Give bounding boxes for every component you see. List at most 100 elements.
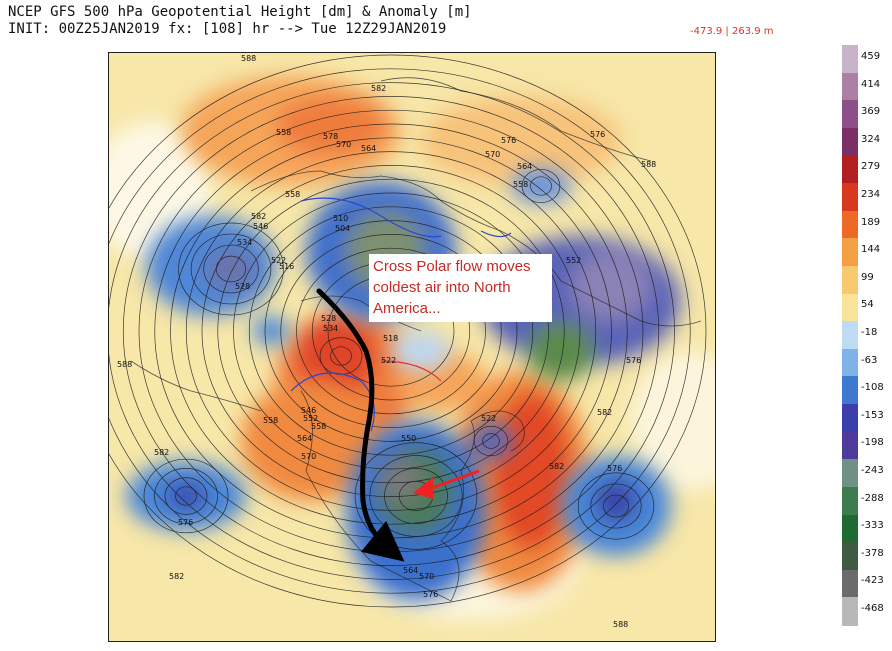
- map-panel: 588 582 576 558 570 564 578 570 564 558 576 588 582 5…: [108, 52, 716, 642]
- contour-line: [203, 244, 259, 294]
- contour-value-label: 588: [641, 160, 656, 169]
- contour-value-label: 534: [237, 238, 252, 247]
- contour-value-label: 552: [566, 256, 581, 265]
- colorbar-label: -333: [861, 520, 884, 532]
- colorbar-label: 234: [861, 189, 881, 200]
- colorbar-segment: [842, 431, 858, 461]
- contour-value-label: 564: [517, 162, 532, 171]
- contour-line: [482, 433, 500, 449]
- title-line-2: INIT: 00Z25JAN2019 fx: [108] hr --> Tue …: [8, 21, 447, 37]
- contour-line: [521, 169, 561, 203]
- anomaly-range: -473.9 | 263.9 m: [690, 26, 774, 37]
- contour-line: [185, 151, 597, 511]
- colorbar-segment: [842, 514, 858, 544]
- contour-value-label: 564: [361, 144, 376, 153]
- contour-value-label: 576: [501, 136, 516, 145]
- colorbar-segment: [842, 72, 858, 102]
- colorbar-label: 324: [861, 133, 881, 145]
- colorbar-segment: [842, 238, 858, 267]
- contour-line: [109, 82, 675, 580]
- contour-line: [330, 346, 352, 366]
- contour-line: [178, 222, 284, 316]
- contour-line: [530, 176, 552, 196]
- contour-line: [122, 96, 660, 566]
- colorbar-segment: [842, 155, 858, 185]
- contour-value-label: 570: [301, 452, 316, 461]
- contour-line: [215, 255, 247, 283]
- contour-value-label: 588: [117, 360, 132, 369]
- cold-air-arrow: [413, 469, 480, 499]
- colorbar-segment: [842, 321, 858, 350]
- contour-value-label: 588: [613, 620, 628, 629]
- contour-value-label: 546: [301, 406, 316, 415]
- contour-value-label: 570: [336, 140, 351, 149]
- colorbar-label: -288: [861, 492, 884, 504]
- contour-value-label: 564: [403, 566, 418, 575]
- contour-line: [143, 458, 229, 534]
- contour-value-label: 546: [253, 222, 268, 231]
- contour-line: [369, 455, 463, 537]
- contour-line: [296, 247, 486, 415]
- colorbar-segment: [842, 404, 858, 433]
- contour-line: [109, 68, 691, 594]
- contour-value-label: 558: [276, 128, 291, 137]
- contour-value-label: 582: [169, 572, 184, 581]
- contour-value-label: 558: [263, 416, 278, 425]
- contour-line: [280, 234, 502, 428]
- contour-value-label: 522: [481, 414, 496, 423]
- contour-line: [264, 220, 518, 442]
- colorbar-segment: [842, 569, 858, 599]
- contour-value-label: 582: [549, 462, 564, 471]
- contour-value-label: 522: [381, 356, 396, 365]
- contour-value-label: 504: [335, 224, 350, 233]
- contour-line: [201, 165, 581, 497]
- contour-value-label: 582: [154, 448, 169, 457]
- colorbar-segment: [842, 348, 858, 378]
- colorbar-label: -243: [861, 465, 884, 476]
- colorbar-label: -63: [861, 354, 878, 366]
- colorbar-segment: [842, 127, 858, 157]
- colorbar-segment: [842, 100, 858, 129]
- contour-value-label: 576: [423, 590, 438, 599]
- colorbar-label: 414: [861, 78, 881, 90]
- colorbar-label: -153: [861, 409, 884, 421]
- contour-value-label: 528: [321, 314, 336, 323]
- contour-line: [190, 233, 272, 305]
- contour-value-label: 550: [401, 434, 416, 443]
- colorbar-label: 459: [861, 51, 881, 62]
- contour-value-label: 522: [271, 256, 286, 265]
- title-line-1: NCEP GFS 500 hPa Geopotential Height [dm…: [8, 4, 472, 20]
- contour-line: [590, 483, 642, 529]
- colorbar-label: 279: [861, 161, 881, 173]
- anomaly-colorbar: [842, 45, 858, 626]
- contour-value-label: 576: [626, 356, 641, 365]
- colorbar-segment: [842, 376, 858, 406]
- contour-value-label: 576: [178, 518, 193, 527]
- contour-value-label: 510: [333, 214, 348, 223]
- contour-line: [164, 477, 208, 515]
- colorbar-segment: [842, 486, 858, 516]
- colorbar-label: 54: [861, 299, 874, 311]
- coastlines: [130, 77, 702, 602]
- contour-value-label: 576: [607, 464, 622, 473]
- contour-line: [577, 472, 655, 540]
- contour-value-label: 576: [590, 130, 605, 139]
- contour-value-label: 582: [251, 212, 266, 221]
- colorbar-label: -423: [861, 575, 884, 587]
- contour-line: [354, 442, 478, 550]
- contour-value-label: 518: [383, 334, 398, 343]
- colorbar-label: 369: [861, 106, 881, 118]
- contour-line: [473, 425, 509, 457]
- contour-line: [233, 192, 549, 470]
- highlight-contours: [290, 197, 512, 432]
- colorbar-segment: [842, 597, 858, 626]
- colorbar-label: 189: [861, 216, 881, 228]
- contour-line: [109, 54, 707, 608]
- contour-value-label: 582: [371, 84, 386, 93]
- annotation-callout: Cross Polar flow moves coldest air into …: [369, 254, 552, 322]
- chart-title: NCEP GFS 500 hPa Geopotential Height [dm…: [8, 4, 472, 38]
- contour-line: [217, 178, 565, 484]
- colorbar-segment: [842, 45, 858, 74]
